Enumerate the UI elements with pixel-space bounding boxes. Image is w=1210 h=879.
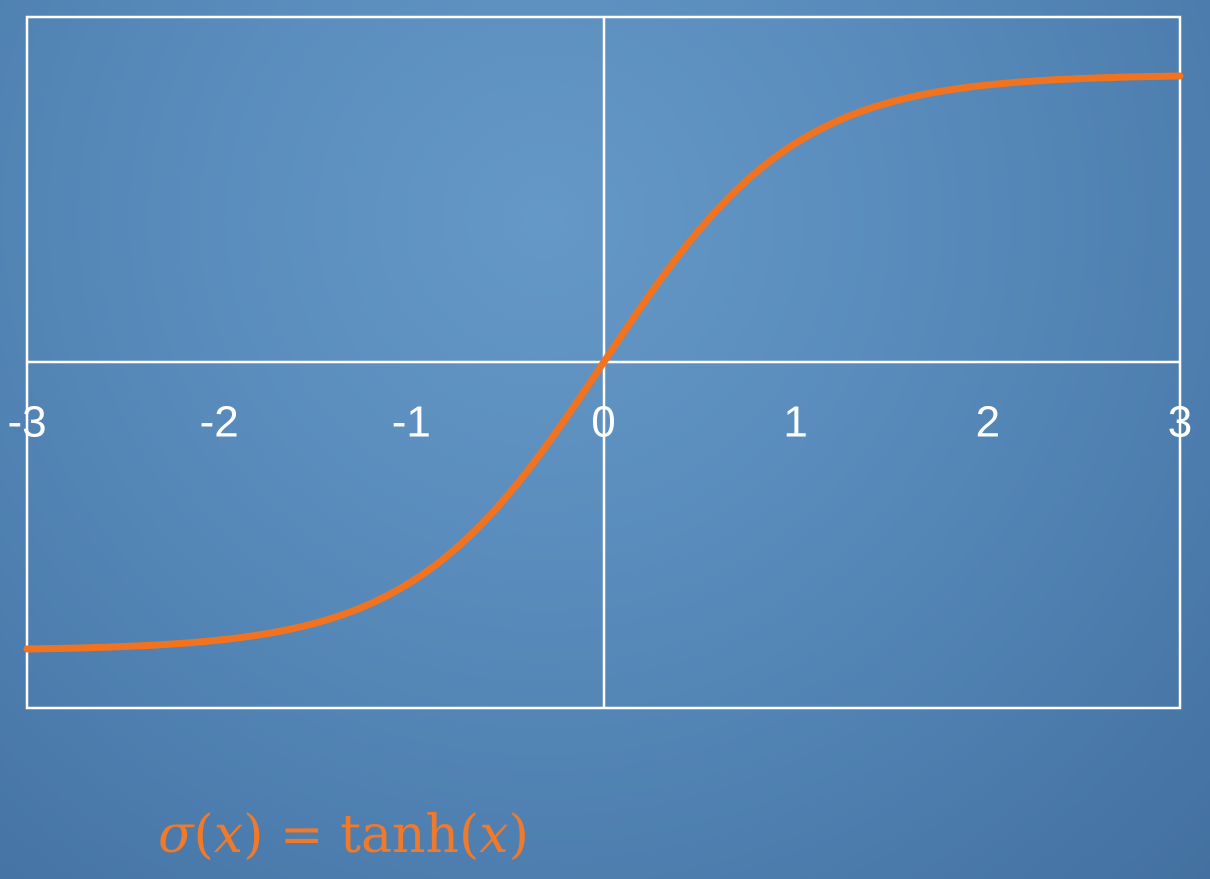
- x-tick-label: 0: [591, 398, 615, 447]
- x-tick-label: 1: [783, 398, 807, 447]
- formula-lhs-arg: x: [213, 805, 244, 865]
- x-tick-label: -2: [200, 398, 239, 447]
- formula-paren-open: (: [193, 805, 214, 865]
- x-tick-label: 3: [1168, 398, 1192, 447]
- formula-paren-close: ): [508, 805, 529, 865]
- x-tick-label: -1: [392, 398, 431, 447]
- x-tick-label: -3: [7, 398, 46, 447]
- formula-rhs-arg: x: [479, 805, 509, 865]
- formula-sigma: σ: [158, 805, 194, 865]
- formula-function: tanh: [340, 805, 459, 865]
- formula-paren-close: ): [243, 805, 264, 865]
- formula-equals: =: [279, 805, 324, 865]
- x-tick-labels: -3 -2 -1 0 1 2 3: [7, 398, 1192, 447]
- formula-paren-open: (: [458, 805, 480, 865]
- formula: σ(x) = tanh(x): [158, 800, 529, 870]
- tanh-curve: [23, 72, 1184, 653]
- x-tick-label: 2: [976, 398, 1000, 447]
